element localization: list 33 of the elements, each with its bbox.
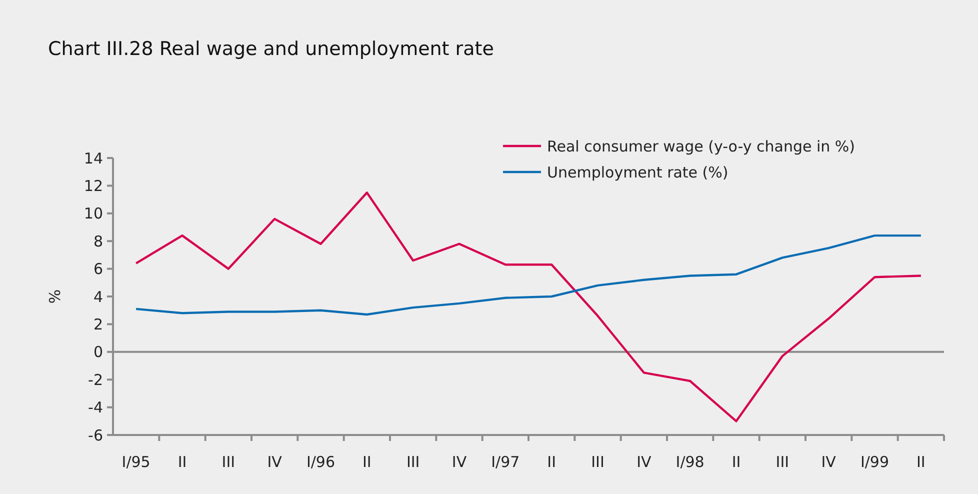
y-tick-label: 4 [93, 288, 103, 306]
x-tick-label: I/98 [676, 453, 704, 471]
x-tick-label: IV [452, 453, 468, 471]
legend-label: Real consumer wage (y-o-y change in %) [547, 137, 856, 156]
chart-title: Chart III.28 Real wage and unemployment rate [48, 38, 494, 60]
y-tick-label: -6 [88, 426, 103, 444]
x-tick-label: IV [267, 453, 283, 471]
y-tick-label: -2 [88, 370, 103, 389]
y-tick-label: 14 [84, 149, 103, 168]
x-tick-label: I/95 [122, 453, 150, 471]
y-tick-label: -4 [88, 398, 103, 417]
x-tick-label: IV [821, 453, 837, 471]
x-tick-label: III [406, 453, 420, 471]
y-tick-label: 2 [93, 315, 103, 334]
x-tick-label: III [591, 453, 604, 471]
x-tick-label: II [178, 453, 187, 471]
y-tick-label: 0 [93, 343, 103, 362]
x-tick-label: IV [636, 453, 652, 471]
x-tick-label: II [362, 453, 372, 471]
x-tick-label: II [916, 453, 926, 471]
x-tick-label: I/96 [306, 453, 336, 471]
x-tick-label: III [776, 453, 790, 471]
x-tick-label: I/97 [491, 453, 520, 471]
y-tick-label: 12 [84, 176, 103, 195]
x-tick-label: II [547, 453, 556, 471]
x-tick-label: I/99 [860, 453, 890, 471]
y-tick-label: 10 [84, 204, 103, 223]
legend-label: Unemployment rate (%) [547, 163, 728, 182]
y-axis-title: % [46, 289, 64, 304]
y-tick-label: 6 [93, 260, 103, 278]
x-tick-label: II [732, 453, 741, 471]
x-tick-label: III [222, 453, 236, 471]
y-tick-label: 8 [93, 232, 103, 250]
